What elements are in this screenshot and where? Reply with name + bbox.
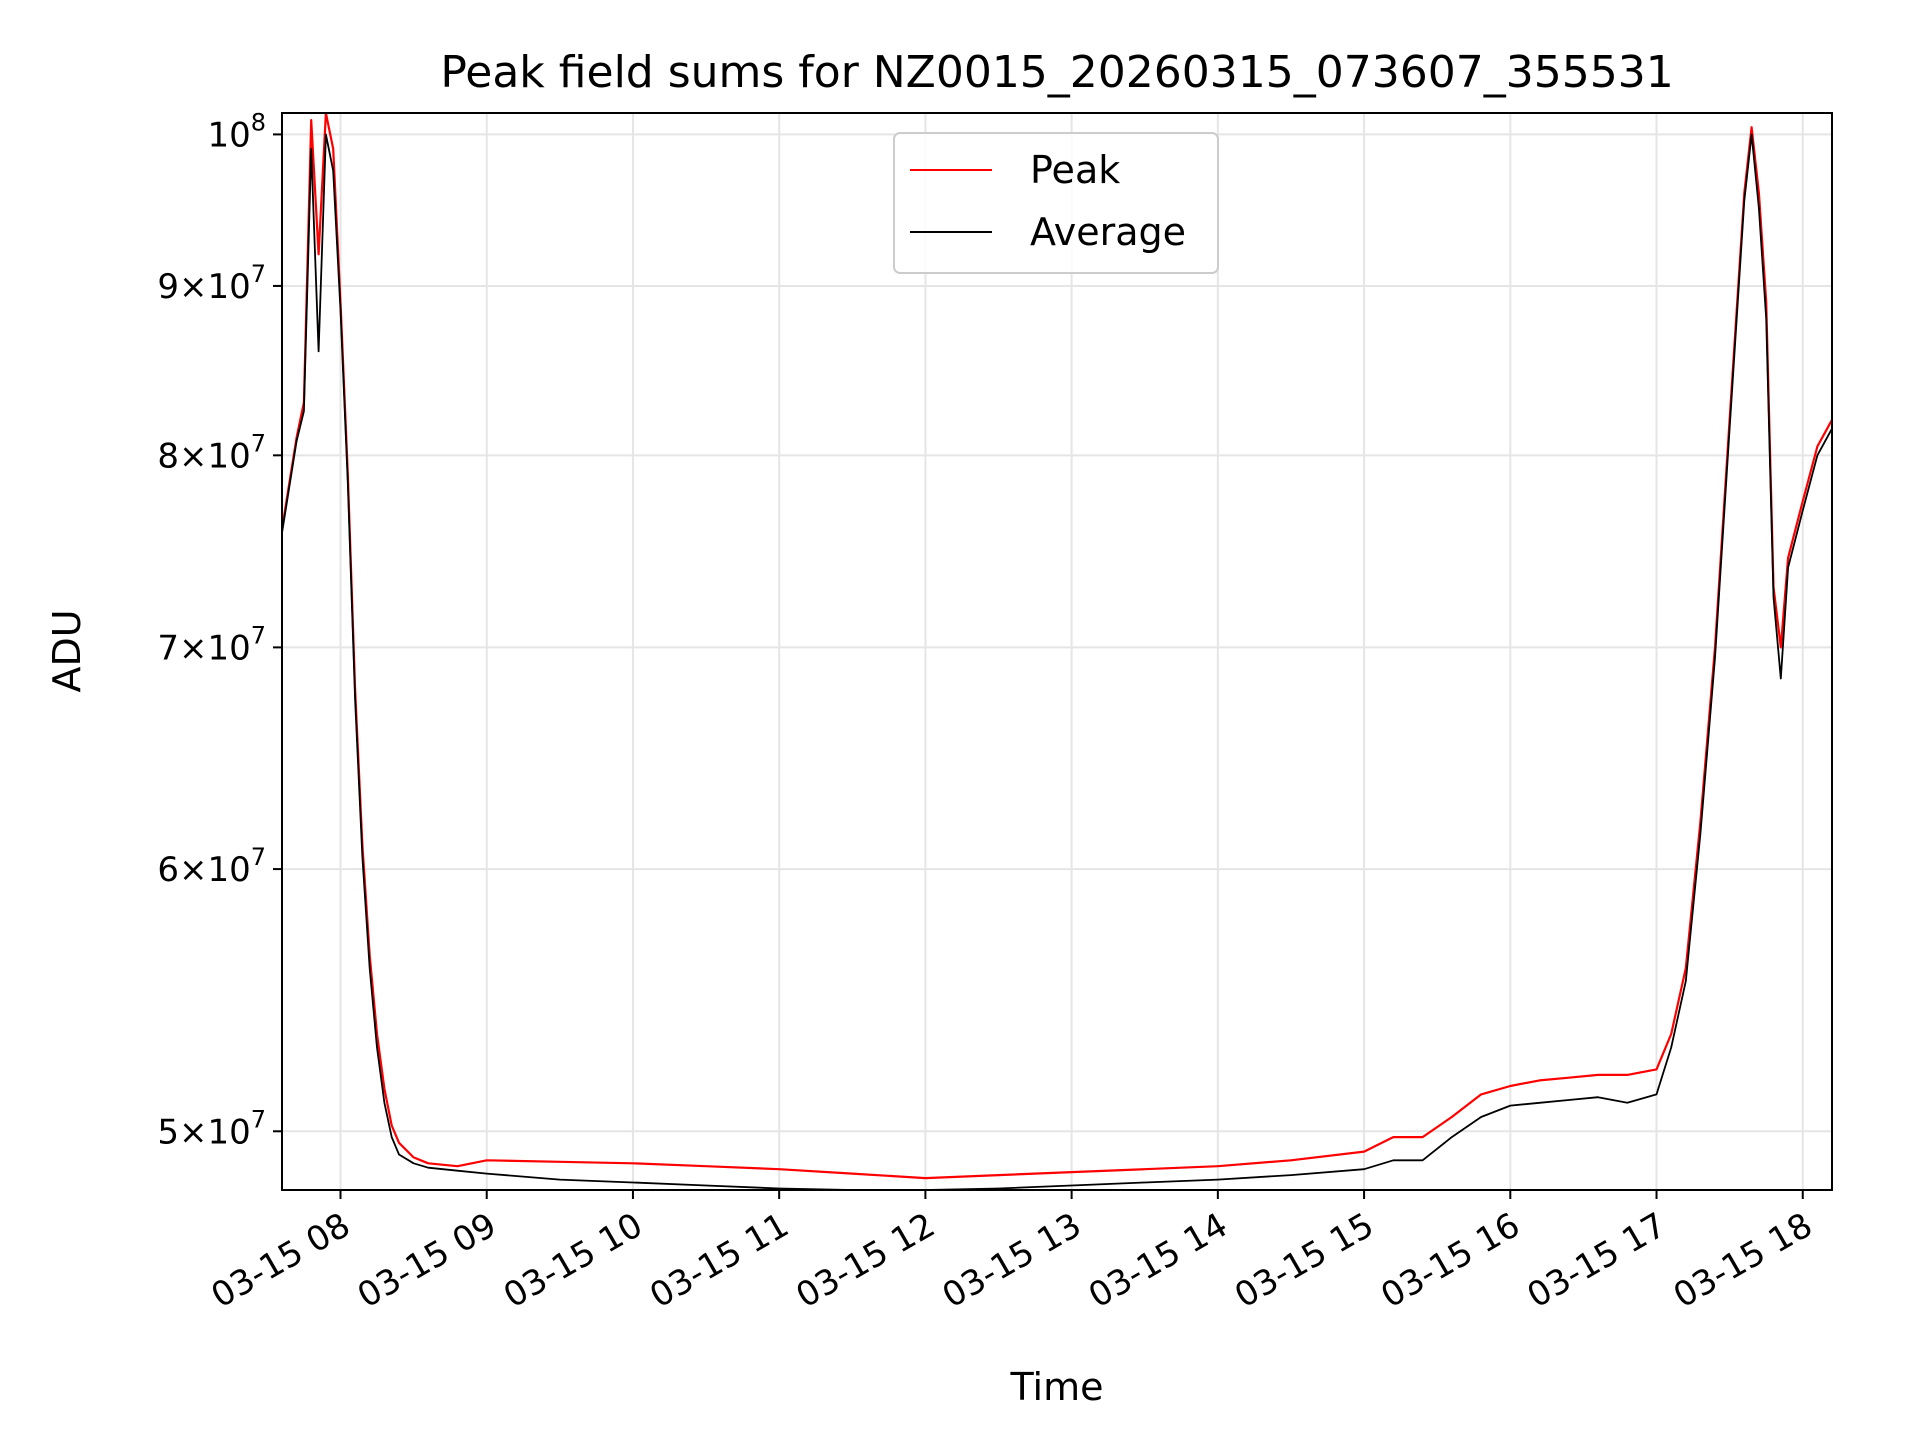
legend-label-peak: Peak (1030, 148, 1120, 192)
y-tick-label: 108 (207, 108, 266, 155)
legend: Peak Average (893, 132, 1219, 274)
series-line-average (282, 133, 1832, 1190)
y-tick-label: 7×107 (157, 621, 266, 668)
plot-frame (281, 112, 1833, 1191)
grid (282, 113, 1832, 1190)
legend-label-average: Average (1030, 210, 1186, 254)
y-tick-label: 6×107 (157, 843, 266, 890)
chart-title: Peak field sums for NZ0015_20260315_0736… (440, 47, 1673, 98)
y-tick-label: 5×107 (157, 1105, 266, 1152)
legend-box (893, 132, 1219, 274)
x-axis-label: Time (1010, 1365, 1104, 1409)
y-tick-label: 8×107 (157, 429, 266, 476)
y-tick-label: 9×107 (157, 260, 266, 307)
y-axis-label: ADU (45, 609, 89, 692)
series-layer (282, 113, 1832, 1190)
